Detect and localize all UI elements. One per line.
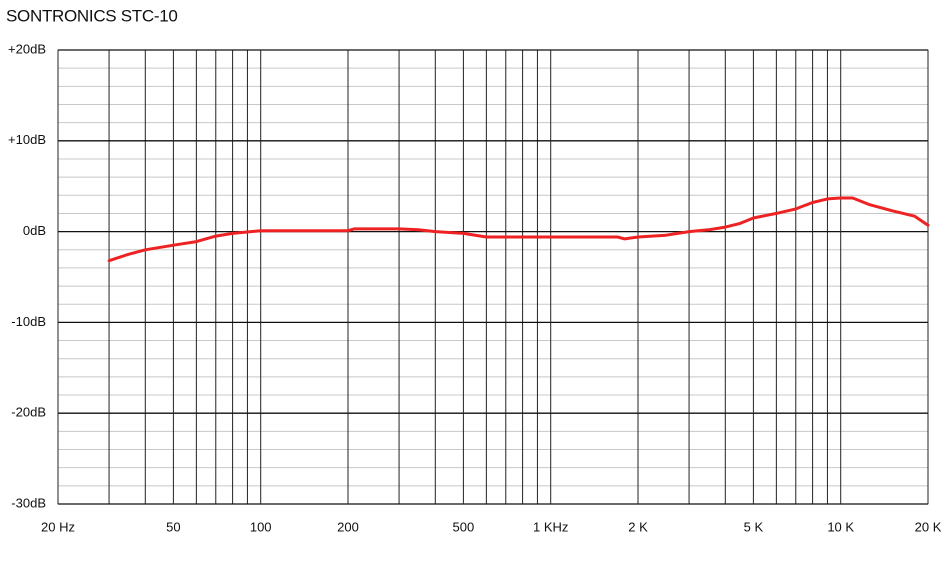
response-curve: [107, 196, 930, 263]
x-tick-label: 1 KHz: [533, 519, 568, 534]
chart-title: SONTRONICS STC-10: [6, 6, 178, 25]
y-tick-label: -20dB: [11, 405, 46, 420]
plot-frame: [57, 49, 929, 505]
x-tick-label: 500: [453, 519, 475, 534]
x-tick-label: 2 K: [628, 519, 648, 534]
x-tick-label: 100: [250, 519, 272, 534]
x-tick-label: 10 K: [827, 519, 854, 534]
y-tick-label: -30dB: [11, 495, 46, 510]
x-tick-label: 50: [166, 519, 180, 534]
y-tick-label: -10dB: [11, 314, 46, 329]
x-tick-label: 20 K: [915, 519, 942, 534]
x-tick-label: 200: [337, 519, 359, 534]
y-tick-label: +10dB: [8, 132, 46, 147]
y-tick-label: +20dB: [8, 41, 46, 56]
x-tick-label: 20 Hz: [41, 519, 75, 534]
x-tick-label: 5 K: [744, 519, 764, 534]
y-tick-label: 0dB: [23, 223, 46, 238]
